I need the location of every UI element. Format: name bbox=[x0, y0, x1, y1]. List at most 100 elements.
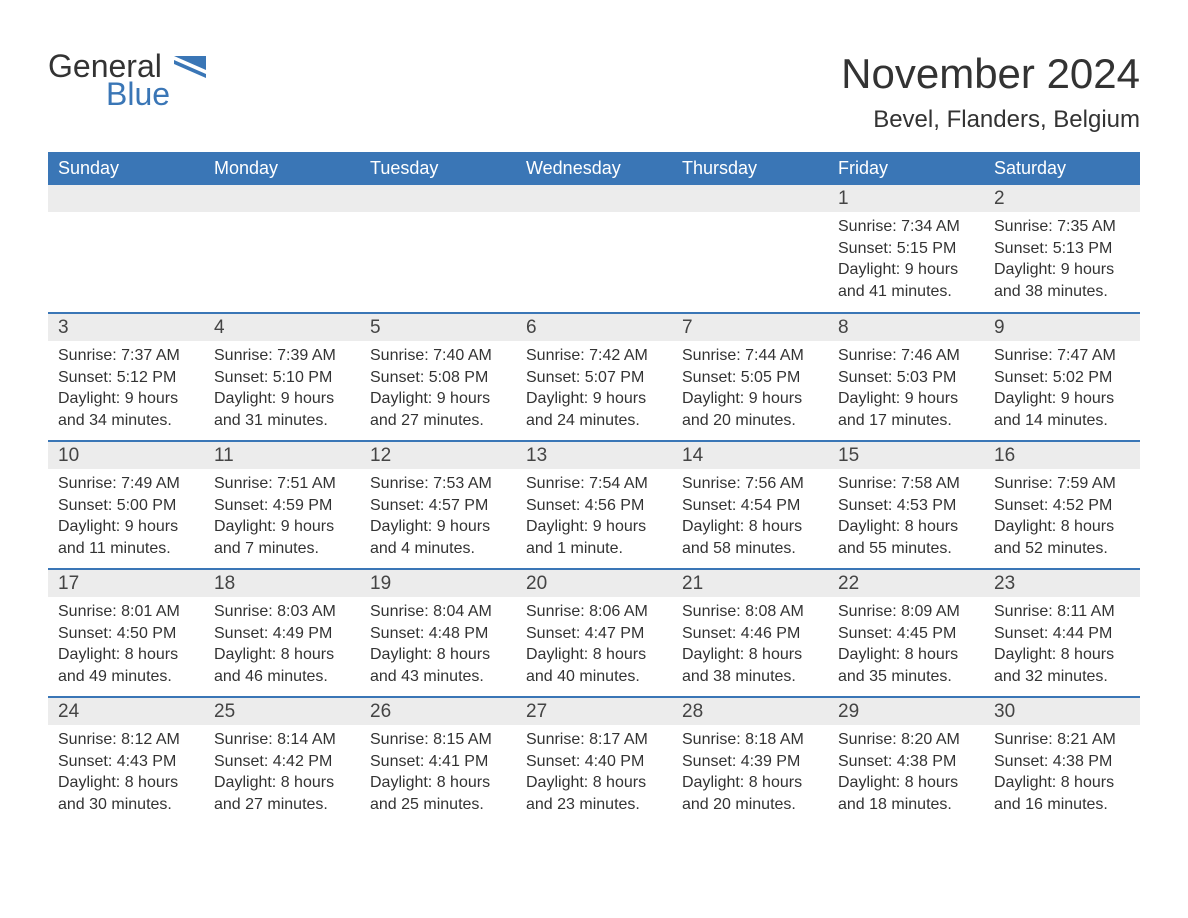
day-number: 6 bbox=[516, 314, 672, 341]
daylight-line2: and 18 minutes. bbox=[838, 794, 974, 816]
sunrise-text: Sunrise: 8:14 AM bbox=[214, 729, 350, 751]
day-number: 18 bbox=[204, 570, 360, 597]
calendar-table: Sunday Monday Tuesday Wednesday Thursday… bbox=[48, 152, 1140, 825]
empty-day-band bbox=[516, 185, 672, 212]
sunset-text: Sunset: 5:05 PM bbox=[682, 367, 818, 389]
daylight-line2: and 17 minutes. bbox=[838, 410, 974, 432]
sunset-text: Sunset: 4:38 PM bbox=[994, 751, 1130, 773]
sunrise-text: Sunrise: 7:59 AM bbox=[994, 473, 1130, 495]
day-number: 29 bbox=[828, 698, 984, 725]
day-number: 21 bbox=[672, 570, 828, 597]
day-cell: 19Sunrise: 8:04 AMSunset: 4:48 PMDayligh… bbox=[360, 569, 516, 697]
day-details: Sunrise: 7:37 AMSunset: 5:12 PMDaylight:… bbox=[48, 341, 204, 439]
day-cell: 24Sunrise: 8:12 AMSunset: 4:43 PMDayligh… bbox=[48, 697, 204, 825]
day-details: Sunrise: 8:06 AMSunset: 4:47 PMDaylight:… bbox=[516, 597, 672, 695]
sunset-text: Sunset: 4:39 PM bbox=[682, 751, 818, 773]
day-number: 20 bbox=[516, 570, 672, 597]
day-details: Sunrise: 7:56 AMSunset: 4:54 PMDaylight:… bbox=[672, 469, 828, 567]
daylight-line1: Daylight: 9 hours bbox=[838, 388, 974, 410]
daylight-line1: Daylight: 9 hours bbox=[838, 259, 974, 281]
day-number: 14 bbox=[672, 442, 828, 469]
sunrise-text: Sunrise: 8:20 AM bbox=[838, 729, 974, 751]
sunrise-text: Sunrise: 7:42 AM bbox=[526, 345, 662, 367]
day-header: Friday bbox=[828, 152, 984, 185]
daylight-line1: Daylight: 8 hours bbox=[370, 644, 506, 666]
day-cell: 9Sunrise: 7:47 AMSunset: 5:02 PMDaylight… bbox=[984, 313, 1140, 441]
daylight-line1: Daylight: 8 hours bbox=[838, 772, 974, 794]
daylight-line1: Daylight: 9 hours bbox=[994, 388, 1130, 410]
daylight-line1: Daylight: 8 hours bbox=[682, 772, 818, 794]
day-header: Wednesday bbox=[516, 152, 672, 185]
day-number: 2 bbox=[984, 185, 1140, 212]
day-header: Monday bbox=[204, 152, 360, 185]
day-cell: 5Sunrise: 7:40 AMSunset: 5:08 PMDaylight… bbox=[360, 313, 516, 441]
day-cell bbox=[672, 185, 828, 313]
daylight-line2: and 11 minutes. bbox=[58, 538, 194, 560]
day-number: 4 bbox=[204, 314, 360, 341]
page-header: General Blue November 2024 Bevel, Flande… bbox=[48, 50, 1140, 134]
sunset-text: Sunset: 4:38 PM bbox=[838, 751, 974, 773]
day-details: Sunrise: 8:17 AMSunset: 4:40 PMDaylight:… bbox=[516, 725, 672, 823]
empty-day-band bbox=[360, 185, 516, 212]
sunset-text: Sunset: 4:46 PM bbox=[682, 623, 818, 645]
daylight-line2: and 4 minutes. bbox=[370, 538, 506, 560]
day-cell: 26Sunrise: 8:15 AMSunset: 4:41 PMDayligh… bbox=[360, 697, 516, 825]
sunrise-text: Sunrise: 7:49 AM bbox=[58, 473, 194, 495]
week-row: 24Sunrise: 8:12 AMSunset: 4:43 PMDayligh… bbox=[48, 697, 1140, 825]
day-cell: 10Sunrise: 7:49 AMSunset: 5:00 PMDayligh… bbox=[48, 441, 204, 569]
sunrise-text: Sunrise: 7:58 AM bbox=[838, 473, 974, 495]
day-details: Sunrise: 8:20 AMSunset: 4:38 PMDaylight:… bbox=[828, 725, 984, 823]
day-details: Sunrise: 7:44 AMSunset: 5:05 PMDaylight:… bbox=[672, 341, 828, 439]
day-details: Sunrise: 8:08 AMSunset: 4:46 PMDaylight:… bbox=[672, 597, 828, 695]
flag-icon bbox=[174, 56, 206, 78]
day-number: 17 bbox=[48, 570, 204, 597]
daylight-line1: Daylight: 9 hours bbox=[526, 388, 662, 410]
day-details: Sunrise: 7:58 AMSunset: 4:53 PMDaylight:… bbox=[828, 469, 984, 567]
daylight-line1: Daylight: 9 hours bbox=[526, 516, 662, 538]
day-details: Sunrise: 8:14 AMSunset: 4:42 PMDaylight:… bbox=[204, 725, 360, 823]
empty-day-band bbox=[48, 185, 204, 212]
sunset-text: Sunset: 5:13 PM bbox=[994, 238, 1130, 260]
daylight-line1: Daylight: 8 hours bbox=[682, 644, 818, 666]
title-block: November 2024 Bevel, Flanders, Belgium bbox=[841, 50, 1140, 134]
daylight-line2: and 58 minutes. bbox=[682, 538, 818, 560]
day-number: 3 bbox=[48, 314, 204, 341]
daylight-line2: and 41 minutes. bbox=[838, 281, 974, 303]
daylight-line1: Daylight: 8 hours bbox=[214, 772, 350, 794]
day-header: Sunday bbox=[48, 152, 204, 185]
daylight-line2: and 38 minutes. bbox=[994, 281, 1130, 303]
sunset-text: Sunset: 4:42 PM bbox=[214, 751, 350, 773]
day-cell: 11Sunrise: 7:51 AMSunset: 4:59 PMDayligh… bbox=[204, 441, 360, 569]
day-number: 10 bbox=[48, 442, 204, 469]
sunrise-text: Sunrise: 7:51 AM bbox=[214, 473, 350, 495]
day-cell: 25Sunrise: 8:14 AMSunset: 4:42 PMDayligh… bbox=[204, 697, 360, 825]
daylight-line2: and 27 minutes. bbox=[370, 410, 506, 432]
daylight-line2: and 31 minutes. bbox=[214, 410, 350, 432]
daylight-line1: Daylight: 9 hours bbox=[994, 259, 1130, 281]
daylight-line2: and 43 minutes. bbox=[370, 666, 506, 688]
sunrise-text: Sunrise: 8:03 AM bbox=[214, 601, 350, 623]
day-number: 11 bbox=[204, 442, 360, 469]
day-cell: 27Sunrise: 8:17 AMSunset: 4:40 PMDayligh… bbox=[516, 697, 672, 825]
logo-word-blue: Blue bbox=[106, 78, 170, 110]
day-number: 15 bbox=[828, 442, 984, 469]
daylight-line2: and 40 minutes. bbox=[526, 666, 662, 688]
day-cell: 17Sunrise: 8:01 AMSunset: 4:50 PMDayligh… bbox=[48, 569, 204, 697]
day-cell: 6Sunrise: 7:42 AMSunset: 5:07 PMDaylight… bbox=[516, 313, 672, 441]
sunrise-text: Sunrise: 7:53 AM bbox=[370, 473, 506, 495]
day-cell: 23Sunrise: 8:11 AMSunset: 4:44 PMDayligh… bbox=[984, 569, 1140, 697]
daylight-line1: Daylight: 8 hours bbox=[58, 772, 194, 794]
daylight-line1: Daylight: 8 hours bbox=[58, 644, 194, 666]
day-cell bbox=[360, 185, 516, 313]
day-number: 23 bbox=[984, 570, 1140, 597]
daylight-line1: Daylight: 8 hours bbox=[838, 644, 974, 666]
day-number: 28 bbox=[672, 698, 828, 725]
sunset-text: Sunset: 4:57 PM bbox=[370, 495, 506, 517]
daylight-line2: and 34 minutes. bbox=[58, 410, 194, 432]
day-details: Sunrise: 7:40 AMSunset: 5:08 PMDaylight:… bbox=[360, 341, 516, 439]
daylight-line1: Daylight: 8 hours bbox=[526, 772, 662, 794]
sunrise-text: Sunrise: 7:54 AM bbox=[526, 473, 662, 495]
week-row: 3Sunrise: 7:37 AMSunset: 5:12 PMDaylight… bbox=[48, 313, 1140, 441]
day-details: Sunrise: 8:01 AMSunset: 4:50 PMDaylight:… bbox=[48, 597, 204, 695]
day-cell: 15Sunrise: 7:58 AMSunset: 4:53 PMDayligh… bbox=[828, 441, 984, 569]
